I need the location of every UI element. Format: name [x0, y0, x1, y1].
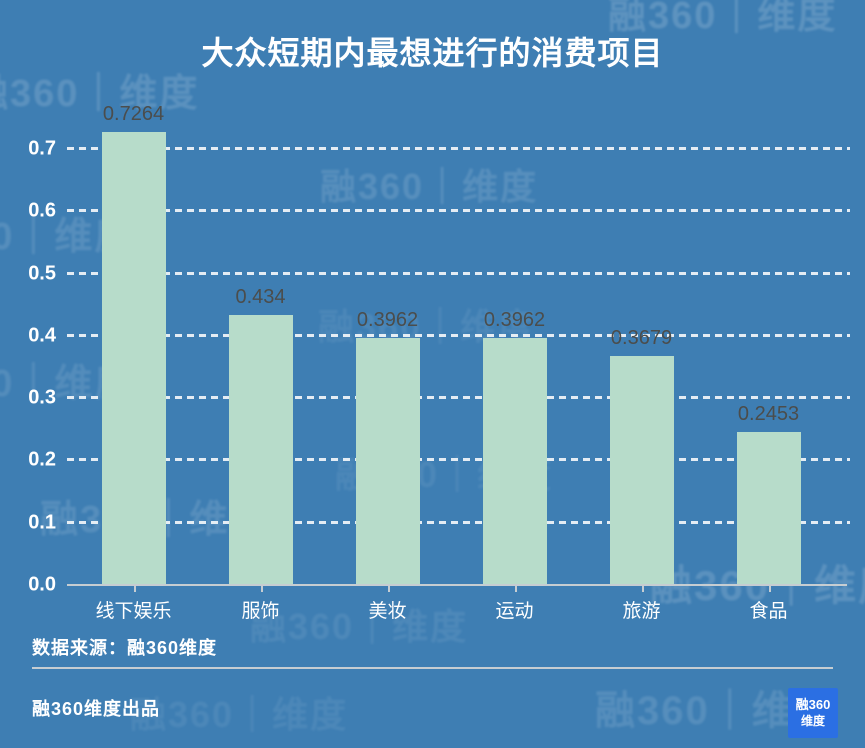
bar-column-线下娱乐: 0.7264 [70, 100, 197, 585]
bar-value-label: 0.3962 [356, 309, 419, 332]
bar-value-label: 0.434 [235, 285, 286, 308]
bar-value-label: 0.3679 [610, 326, 673, 349]
category-cell: 旅游 [578, 585, 705, 625]
category-cell: 运动 [451, 585, 578, 625]
y-tick-label: 0.7 [28, 137, 56, 160]
gridline-y-0.7 [67, 146, 850, 150]
category-label: 美妆 [368, 601, 407, 622]
category-axis: 线下娱乐 服饰 美妆 运动 旅游 食品 [70, 585, 832, 625]
category-cell: 线下娱乐 [70, 585, 197, 625]
x-tick-mark [387, 585, 390, 592]
brand-logo-line1: 融360 [795, 697, 831, 713]
bar-服饰 [228, 314, 293, 585]
x-tick-mark [641, 585, 644, 592]
data-source-label: 数据来源：融360维度 [32, 638, 218, 658]
category-label: 运动 [495, 601, 534, 622]
bar-column-服饰: 0.434 [197, 100, 324, 585]
bar-value-label: 0.3962 [483, 309, 546, 332]
gridline-y-0.2 [67, 458, 850, 462]
y-tick-label: 0.4 [28, 324, 56, 347]
category-label: 旅游 [622, 601, 661, 622]
category-cell: 食品 [705, 585, 832, 625]
y-tick-label: 0.2 [28, 448, 56, 471]
brand-logo-line2: 维度 [800, 713, 825, 728]
y-tick-label: 0.6 [28, 199, 56, 222]
brand-logo: 融360 维度 [788, 688, 838, 738]
bar-运动 [482, 338, 547, 585]
bar-column-美妆: 0.3962 [324, 100, 451, 585]
category-label: 线下娱乐 [95, 601, 172, 622]
brand-watermark: 融360｜维度 [130, 694, 349, 735]
x-axis-line [67, 584, 847, 586]
bar-column-旅游: 0.3679 [578, 100, 705, 585]
bar-value-label: 0.7264 [102, 103, 165, 126]
x-tick-mark [514, 585, 517, 592]
x-tick-mark [768, 585, 771, 592]
y-tick-label: 0.5 [28, 262, 56, 284]
chart-title: 大众短期内最想进行的消费项目 [201, 35, 664, 71]
bar-线下娱乐 [101, 132, 166, 585]
category-cell: 美妆 [324, 585, 451, 625]
bar-column-食品: 0.2453 [705, 100, 832, 585]
y-tick-label: 0.3 [28, 386, 56, 409]
x-tick-mark [133, 585, 136, 592]
gridline-y-0.3 [67, 396, 850, 400]
plot-area: 0.0 0.1 0.2 0.3 0.4 0.5 0.6 0.7 0.7264 0.434 0.396… [28, 100, 850, 596]
y-tick-label: 0.0 [28, 573, 56, 596]
category-label: 服饰 [241, 601, 280, 622]
bar-旅游 [609, 355, 674, 585]
gridline-y-0.4 [67, 333, 850, 337]
y-tick-label: 0.1 [28, 511, 56, 534]
gridline-y-0.1 [67, 520, 850, 524]
category-cell: 服饰 [197, 585, 324, 625]
x-tick-mark [260, 585, 263, 592]
bar-column-运动: 0.3962 [451, 100, 578, 585]
produced-by-label: 融360维度出品 [32, 699, 161, 719]
bar-食品 [736, 432, 801, 585]
gridline-y-0.6 [67, 209, 850, 213]
bar-value-label: 0.2453 [737, 403, 800, 426]
gridline-y-0.5 [67, 271, 850, 275]
bar-美妆 [355, 338, 420, 585]
footer-divider [32, 667, 833, 669]
category-label: 食品 [749, 601, 788, 622]
